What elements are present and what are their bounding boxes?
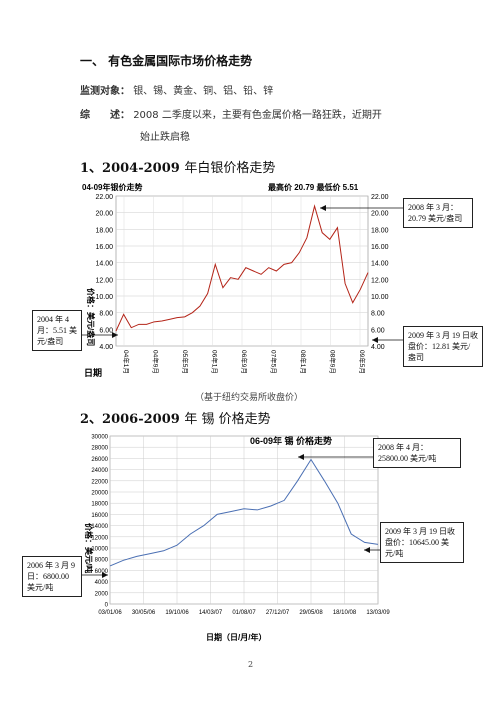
tin-x-tick-label: 18/10/08	[333, 610, 357, 616]
tin-y-tick-label: 18000	[91, 502, 108, 508]
summary-row: 综 述： 2008 二季度以来，主要有色金属价格一路狂跌，近期开	[80, 106, 382, 121]
tin-x-axis-label: 日期（日/月/年）	[206, 632, 266, 642]
section2-title-suffix: 年 锡 价格走势	[184, 412, 271, 427]
silver-x-tick-label: 06年9月	[240, 350, 249, 374]
tin-callout-left: 2006 年 3 月 9 日：6800.00 美元/吨	[22, 556, 82, 597]
silver-y-tick-label-right: 14.00	[371, 261, 389, 268]
silver-y-tick-label-right: 16.00	[371, 244, 389, 251]
tin-y-tick-label: 16000	[91, 513, 108, 519]
section1-title-prefix: 1、2004-2009	[80, 161, 180, 176]
tin-x-tick-label: 19/10/06	[165, 610, 189, 616]
silver-callout-right: 2009 年 3 月 19 日收盘价：12.81 美元/盎司	[403, 326, 483, 367]
silver-y-tick-label-right: 22.00	[371, 194, 389, 201]
silver-y-tick-label: 18.00	[95, 227, 113, 234]
monitor-label: 监测对象：	[80, 86, 130, 97]
silver-y-tick-label-right: 18.00	[371, 227, 389, 234]
tin-x-tick-label: 29/05/08	[299, 610, 323, 616]
silver-callout-top: 2008 年 3 月：20.79 美元/盎司	[403, 198, 473, 228]
tin-y-tick-label: 12000	[91, 535, 108, 541]
tin-y-tick-label: 26000	[91, 457, 108, 463]
section1-title: 1、2004-2009 年白银价格走势	[80, 157, 275, 176]
page-number: 2	[248, 660, 254, 669]
tin-y-axis-label: 价格：美元/吨	[84, 523, 94, 573]
tin-y-tick-label: 24000	[91, 468, 108, 474]
tin-y-tick-label: 4000	[95, 580, 109, 586]
silver-y-tick-label: 20.00	[95, 211, 113, 218]
tin-y-tick-label: 30000	[91, 435, 108, 441]
silver-x-tick-label: 04年9月	[152, 350, 161, 374]
silver-y-tick-label-right: 4.00	[371, 344, 385, 351]
silver-y-tick-label: 4.00	[99, 344, 113, 351]
silver-callout-left: 2004 年 4 月：5.51 美元/盎司	[32, 310, 82, 351]
silver-y-tick-label: 12.00	[95, 277, 113, 284]
tin-x-tick-label: 03/01/06	[98, 610, 122, 616]
monitor-value: 银、锡、黄金、铜、铝、铅、锌	[133, 86, 274, 97]
tin-y-tick-label: 28000	[91, 446, 108, 452]
silver-y-tick-label: 6.00	[99, 327, 113, 334]
silver-chart: 04-09年银价走势 最高价 20.79 最低价 5.51 4.00 6.00 8.…	[82, 182, 389, 378]
summary-line2: 始止跌启稳	[140, 132, 190, 143]
tin-y-tick-label: 20000	[91, 491, 108, 497]
tin-price-line	[109, 458, 379, 567]
silver-price-line	[115, 204, 369, 332]
tin-x-tick-label: 01/08/07	[232, 610, 256, 616]
tin-y-tick-label: 10000	[91, 547, 108, 553]
tin-x-tick-label: 13/03/09	[366, 610, 390, 616]
silver-y-tick-label: 22.00	[95, 194, 113, 201]
monitor-row: 监测对象： 银、锡、黄金、铜、铝、铅、锌	[80, 82, 273, 97]
tin-y-tick-label: 0	[105, 603, 109, 609]
section2-title: 2、2006-2009 年 锡 价格走势	[80, 408, 271, 427]
summary-label: 综 述：	[80, 110, 130, 121]
section2-title-prefix: 2、2006-2009	[80, 412, 180, 427]
silver-y-axis-label: 价格：美元/盎司	[86, 288, 96, 346]
silver-y-tick-label: 14.00	[95, 261, 113, 268]
tin-y-tick-label: 2000	[95, 591, 109, 597]
tin-y-tick-label: 14000	[91, 524, 108, 530]
silver-y-tick-label-right: 12.00	[371, 277, 389, 284]
chart-caption: （基于纽约交易所收盘价）	[195, 393, 304, 403]
silver-x-tick-label: 05年5月	[181, 350, 190, 374]
silver-x-tick-label: 08年9月	[329, 350, 338, 374]
tin-x-tick-label: 27/12/07	[266, 610, 290, 616]
silver-chart-title: 04-09年银价走势	[82, 182, 142, 192]
tin-x-tick-label: 30/05/06	[132, 610, 156, 616]
silver-x-tick-label: 08年1月	[299, 350, 308, 374]
silver-y-tick-label-right: 10.00	[371, 294, 389, 301]
main-heading: 一、 有色金属国际市场价格走势	[80, 54, 253, 68]
silver-x-tick-label: 06年1月	[211, 350, 220, 374]
silver-x-tick-label: 04年1月	[122, 350, 131, 374]
silver-y-tick-label: 8.00	[99, 311, 113, 318]
tin-y-tick-label: 8000	[95, 558, 109, 564]
silver-x-tick-label: 09年5月	[358, 350, 367, 374]
tin-callout-right: 2009 年 3 月 19 日收盘价：10645.00 美元/吨	[380, 522, 464, 563]
silver-x-axis-label: 日期	[84, 367, 102, 378]
silver-y-tick-label-right: 20.00	[371, 211, 389, 218]
silver-y-tick-label: 10.00	[95, 294, 113, 301]
tin-chart: 06-09年 锡 价格走势 0 2000 4000 6000 8000 10000 1200…	[84, 435, 390, 643]
tin-callout-top: 2008 年 4 月：25800.00 美元/吨	[373, 438, 461, 468]
summary-line1: 2008 二季度以来，主要有色金属价格一路狂跌，近期开	[133, 110, 382, 121]
tin-chart-title: 06-09年 锡 价格走势	[250, 435, 332, 446]
silver-y-tick-label: 16.00	[95, 244, 113, 251]
tin-x-tick-label: 14/03/07	[199, 610, 223, 616]
silver-y-tick-label-right: 6.00	[371, 327, 385, 334]
silver-chart-stats: 最高价 20.79 最低价 5.51	[268, 182, 359, 192]
silver-x-tick-label: 07年5月	[270, 350, 279, 374]
tin-y-tick-label: 6000	[95, 569, 109, 575]
section1-title-suffix: 年白银价格走势	[184, 161, 276, 176]
tin-y-tick-label: 22000	[91, 479, 108, 485]
silver-y-tick-label-right: 8.00	[371, 311, 385, 318]
